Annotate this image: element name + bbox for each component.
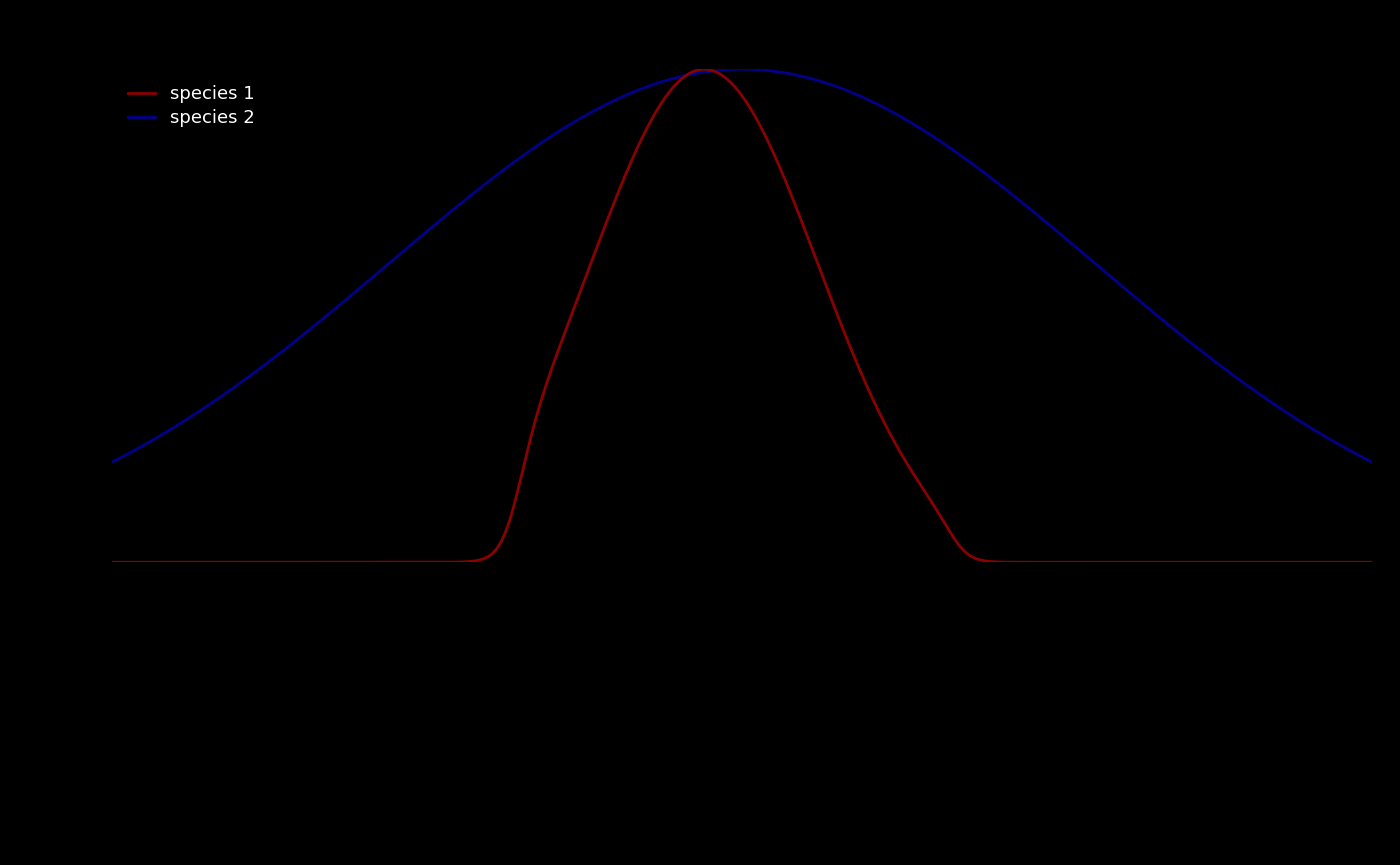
Legend: species 1, species 2: species 1, species 2	[120, 78, 262, 134]
